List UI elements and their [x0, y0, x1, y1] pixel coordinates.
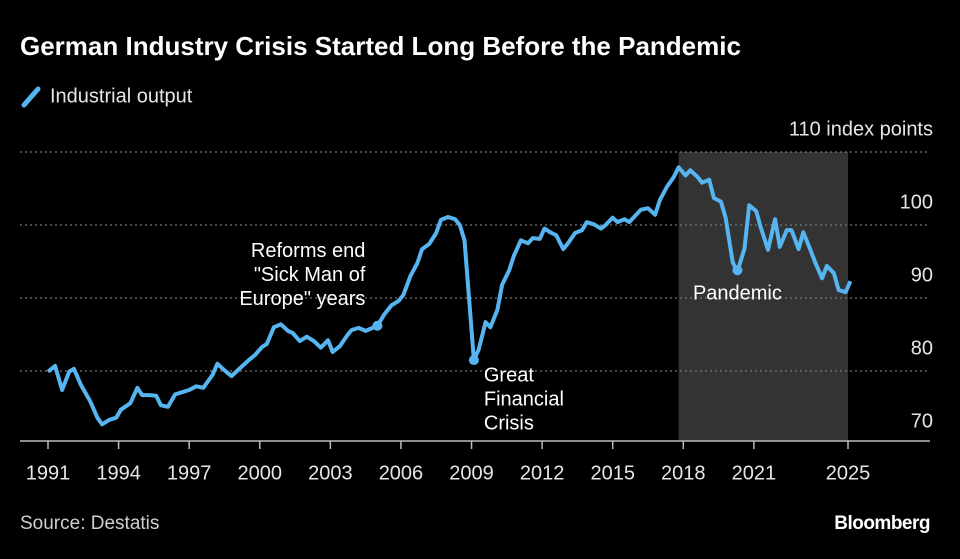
y-tick-label: 80 — [911, 337, 933, 359]
legend-icon — [21, 86, 41, 108]
annotation-text: "Sick Man of — [254, 264, 366, 286]
legend-label: Industrial output — [50, 85, 193, 107]
x-tick-label: 2006 — [379, 462, 424, 484]
x-tick-label: 1997 — [167, 462, 212, 484]
y-tick-label: 110 index points — [789, 118, 933, 140]
brand: Bloomberg — [834, 513, 930, 534]
annotation-text: Reforms end — [251, 240, 366, 262]
x-tick-label: 2000 — [238, 462, 283, 484]
annotation-dot — [372, 320, 383, 331]
annotation-dot — [468, 355, 479, 366]
x-tick-label: 2012 — [520, 462, 565, 484]
annotation-text: Pandemic — [693, 283, 782, 305]
x-tick-label: 1991 — [26, 462, 71, 484]
x-tick-label: 2015 — [590, 462, 635, 484]
x-tick-label: 2009 — [449, 462, 494, 484]
series-line — [46, 165, 853, 427]
x-tick-label: 2018 — [661, 462, 706, 484]
chart-title: German Industry Crisis Started Long Befo… — [20, 31, 741, 61]
annotation-text: Crisis — [484, 412, 534, 434]
y-tick-label: 100 — [900, 191, 933, 213]
annotation-dot — [732, 265, 743, 276]
annotation-text: Financial — [484, 388, 564, 410]
x-tick-label: 2021 — [732, 462, 777, 484]
annotation-text: Europe" years — [239, 288, 365, 310]
y-tick-label: 90 — [911, 264, 933, 286]
x-tick-label: 2003 — [308, 462, 353, 484]
x-tick-label: 2025 — [826, 462, 871, 484]
shaded-region — [678, 152, 848, 441]
x-tick-label: 1994 — [96, 462, 141, 484]
annotation-text: Great — [484, 364, 534, 386]
y-tick-label: 70 — [911, 410, 933, 432]
source: Source: Destatis — [20, 513, 159, 534]
